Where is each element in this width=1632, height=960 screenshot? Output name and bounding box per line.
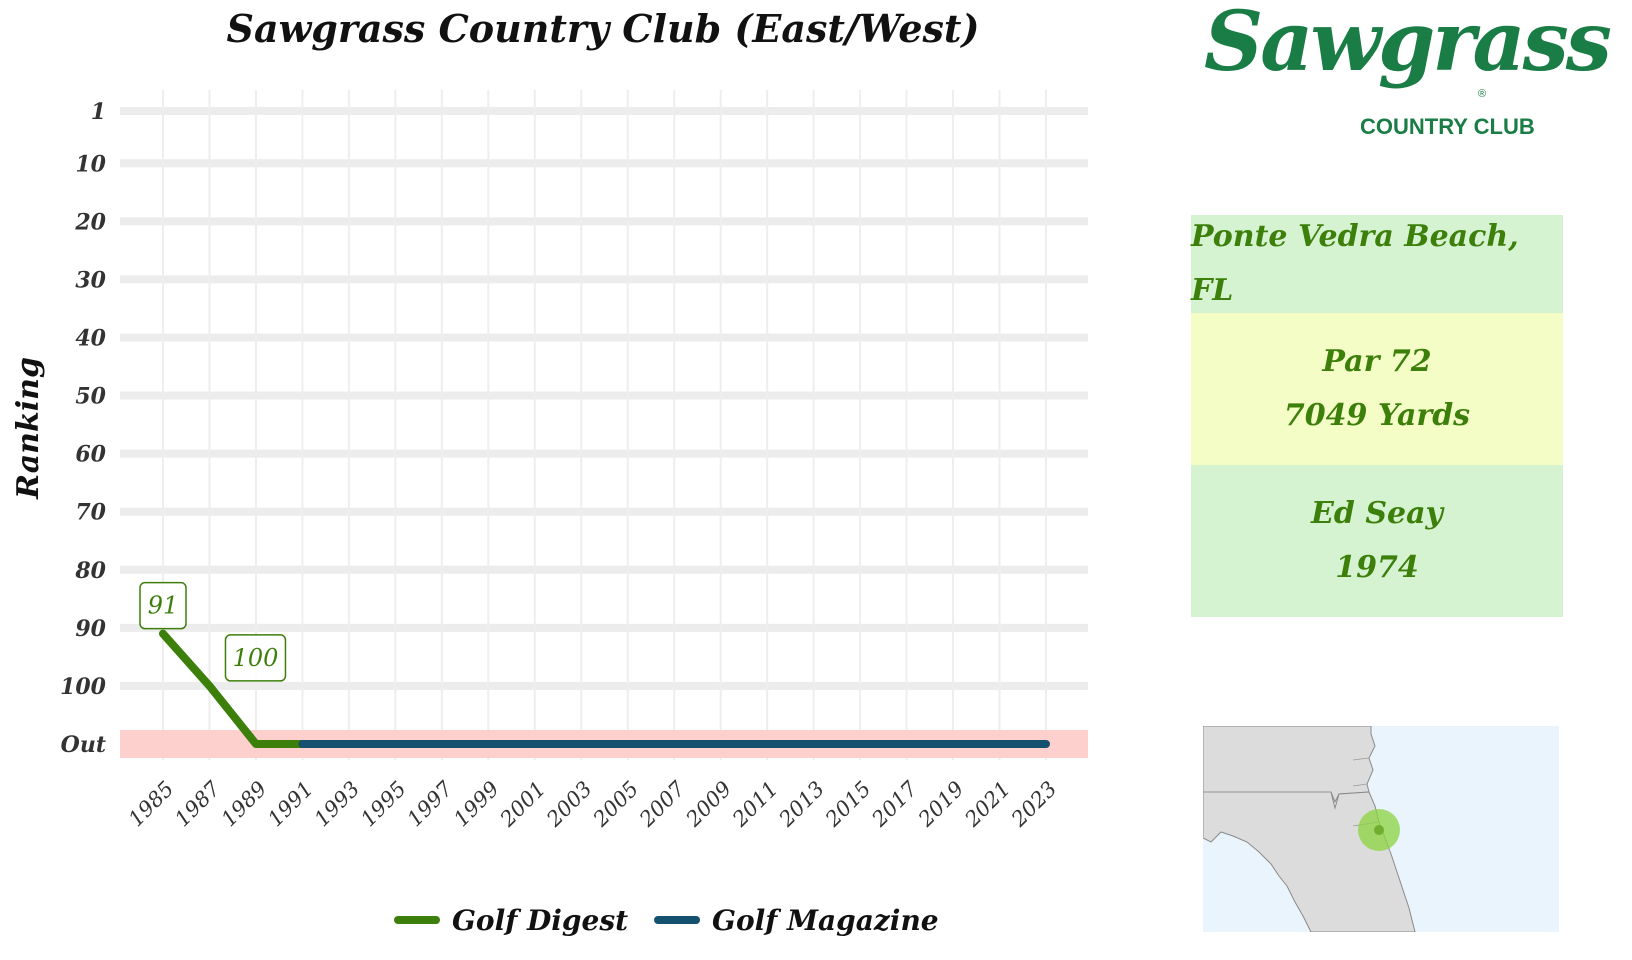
x-tick-label: 2019 xyxy=(913,777,968,832)
x-tick-label: 2023 xyxy=(1006,777,1061,832)
y-tick-label: Out xyxy=(61,732,106,758)
course-location-dot xyxy=(1374,825,1384,835)
y-tick-label: 80 xyxy=(74,558,106,584)
map-land-georgia xyxy=(1203,726,1376,804)
y-tick-label: 20 xyxy=(74,209,106,235)
x-tick-label: 1999 xyxy=(449,777,504,832)
location-box: Ponte Vedra Beach, FL xyxy=(1191,215,1563,313)
yards-text: 7049 Yards xyxy=(1283,398,1471,433)
data-label: 100 xyxy=(233,644,279,672)
logo-script-text: Sawgrass xyxy=(1204,0,1612,90)
club-logo: Sawgrass ® COUNTRY CLUB xyxy=(1200,0,1612,150)
y-tick-label: 1 xyxy=(91,99,106,125)
logo-registered-mark: ® xyxy=(1478,88,1487,100)
y-tick-label: 70 xyxy=(75,500,106,526)
x-tick-label: 2009 xyxy=(681,777,736,832)
legend-label: Golf Magazine xyxy=(712,904,939,937)
data-label-box xyxy=(139,581,187,630)
y-tick-label: 50 xyxy=(75,384,106,410)
y-tick-label: 40 xyxy=(75,325,106,351)
y-tick-label: 100 xyxy=(60,674,107,700)
x-tick-label: 2013 xyxy=(774,777,829,832)
par-yards-box: Par 72 7049 Yards xyxy=(1191,313,1563,465)
ranking-chart: Sawgrass Country Club (East/West) 91100 … xyxy=(11,6,1088,937)
location-text: Ponte Vedra Beach, FL xyxy=(1191,219,1519,308)
architect-text: Ed Seay xyxy=(1311,496,1443,531)
data-label-box xyxy=(224,634,287,682)
map-county-lines xyxy=(1203,757,1380,827)
x-tick-label: 2001 xyxy=(495,777,550,832)
legend-label: Golf Digest xyxy=(452,904,628,937)
x-tick-label: 2021 xyxy=(960,777,1015,832)
y-tick-label: 30 xyxy=(75,267,106,293)
x-tick-label: 2015 xyxy=(820,777,875,832)
architect-box: Ed Seay 1974 xyxy=(1191,465,1563,617)
location-map xyxy=(1203,726,1559,932)
logo-subtitle: COUNTRY CLUB xyxy=(1360,114,1535,139)
x-tick-label: 1995 xyxy=(356,777,411,832)
y-axis-ticks: 1 10 20 30 40 50 60 70 80 90 100 Out xyxy=(60,99,107,758)
series-line-golf-digest xyxy=(159,629,307,748)
legend: Golf Digest Golf Magazine xyxy=(394,904,939,937)
year-text: 1974 xyxy=(1335,550,1419,585)
x-tick-label: 2005 xyxy=(588,777,643,832)
x-tick-label: 1989 xyxy=(217,777,272,832)
y-tick-label: 10 xyxy=(75,151,106,177)
x-tick-label: 2011 xyxy=(727,777,782,832)
x-tick-label: 2007 xyxy=(634,776,690,832)
series-lines xyxy=(159,629,1050,748)
x-axis-ticks: 1985198719891991199319951997199920012003… xyxy=(124,776,1062,832)
x-tick-label: 1993 xyxy=(310,777,365,832)
x-tick-label: 1985 xyxy=(124,777,179,832)
x-tick-label: 2017 xyxy=(867,776,923,832)
y-tick-label: 60 xyxy=(75,442,106,468)
par-text: Par 72 xyxy=(1322,344,1432,379)
x-tick-label: 1997 xyxy=(403,776,458,831)
y-axis-label: Ranking xyxy=(11,357,46,500)
chart-title: Sawgrass Country Club (East/West) xyxy=(227,6,980,51)
course-info-panel: Ponte Vedra Beach, FL Par 72 7049 Yards … xyxy=(1191,215,1563,617)
data-label: 91 xyxy=(148,592,179,620)
x-tick-label: 1987 xyxy=(170,776,225,831)
data-labels: 91 100 xyxy=(139,581,287,682)
x-tick-label: 2003 xyxy=(541,777,596,832)
x-tick-label: 1991 xyxy=(263,777,318,832)
y-tick-label: 90 xyxy=(75,616,106,642)
